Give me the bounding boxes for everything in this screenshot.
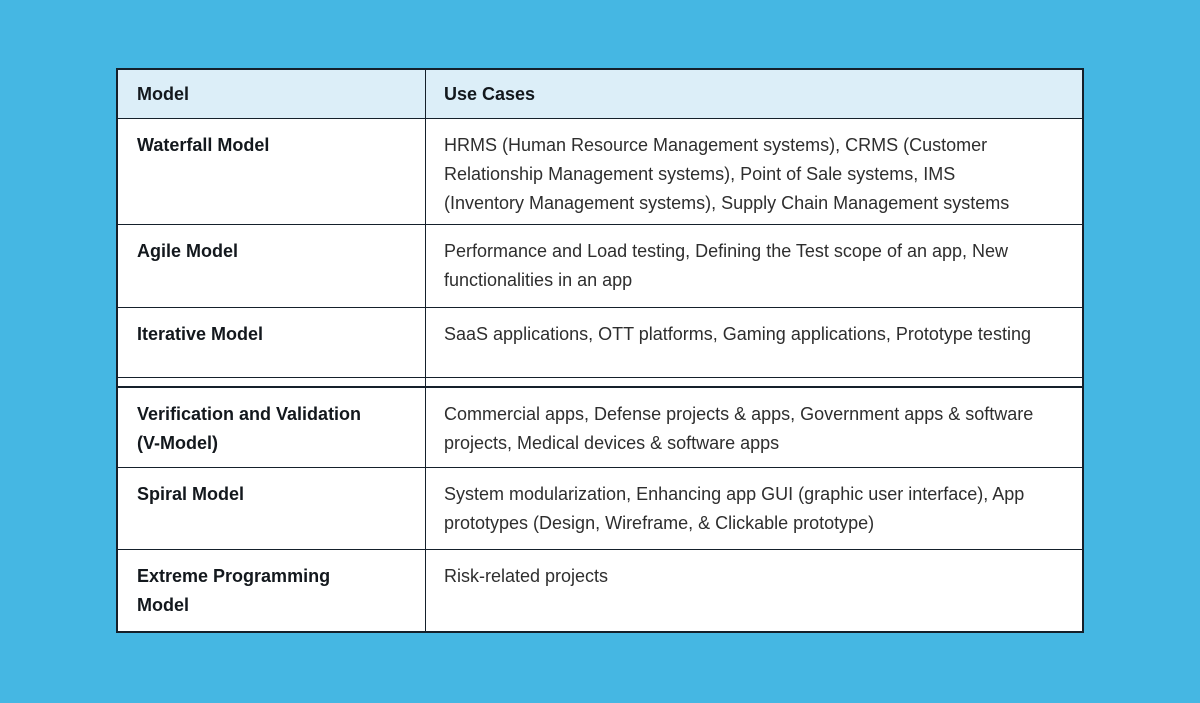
use-cases-cell: System modularization, Enhancing app GUI… [444, 484, 1025, 533]
table-row-agile: Agile Model Performance and Load testing… [118, 224, 1082, 307]
model-cell: Extreme Programming Model [118, 550, 426, 631]
header-use-cases-cell: Use Cases [444, 83, 536, 104]
model-cell: Waterfall Model [118, 119, 426, 224]
model-cell: Verification and Validation (V-Model) [118, 388, 426, 467]
use-cases-cell: SaaS applications, OTT platforms, Gaming… [444, 324, 1031, 344]
table-row-v-model: Verification and Validation (V-Model) Co… [118, 388, 1082, 467]
table-row-iterative: Iterative Model SaaS applications, OTT p… [118, 307, 1082, 377]
sdlc-models-use-cases-table: Model Use Cases Waterfall Model HRMS (Hu… [116, 68, 1084, 633]
use-cases-cell: Commercial apps, Defense projects & apps… [444, 404, 1034, 453]
use-cases-cell: HRMS (Human Resource Management systems)… [444, 135, 1010, 213]
table-header-row: Model Use Cases [118, 70, 1082, 118]
model-cell: Spiral Model [118, 468, 426, 549]
use-cases-cell: Performance and Load testing, Defining t… [444, 241, 1009, 290]
model-cell: Agile Model [118, 225, 426, 307]
header-model-cell: Model [118, 70, 426, 118]
section-divider [118, 377, 1082, 388]
divider-use-cases-cell [426, 378, 1082, 386]
divider-model-cell [118, 378, 426, 386]
table-row-extreme-programming: Extreme Programming Model Risk-related p… [118, 549, 1082, 631]
model-cell: Iterative Model [118, 308, 426, 377]
table-row-waterfall: Waterfall Model HRMS (Human Resource Man… [118, 118, 1082, 224]
table-row-spiral: Spiral Model System modularization, Enha… [118, 467, 1082, 549]
use-cases-cell: Risk-related projects [444, 566, 609, 586]
